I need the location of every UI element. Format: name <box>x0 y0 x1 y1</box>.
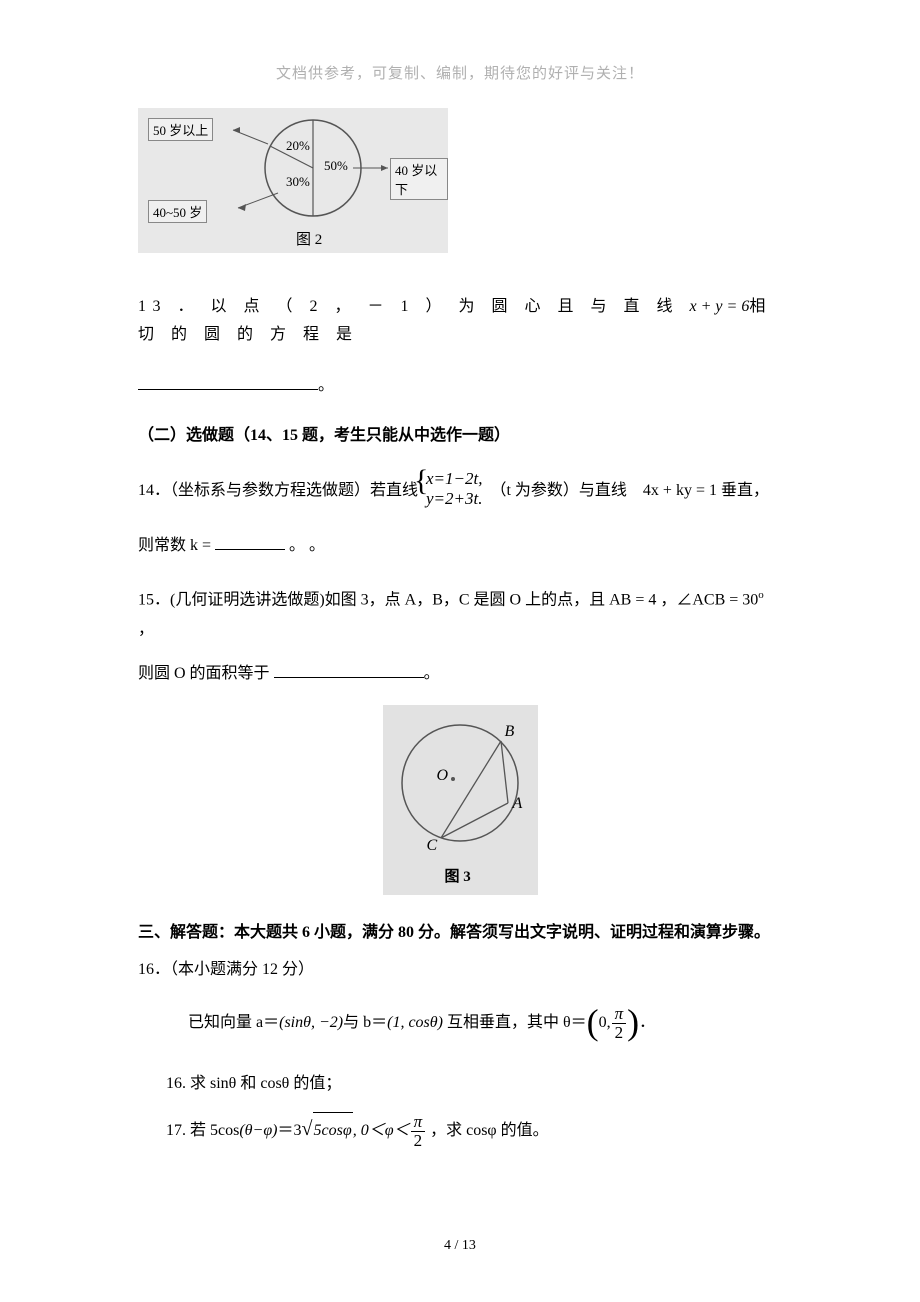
q16-sqrt: √5cosφ <box>302 1111 353 1149</box>
q13-blank <box>138 374 318 390</box>
page-number: 4 / 13 <box>0 1238 920 1254</box>
q16-sub2-num: 17. <box>166 1122 186 1139</box>
q13-line1: 13 ． 以 点 （ 2 ， － 1 ） 为 圆 心 且 与 直 线 x + y… <box>138 293 782 349</box>
q14-sys-row1: x=1−2t, <box>426 469 482 488</box>
q13-line2: 。 <box>138 371 782 395</box>
q13-prefix: 13 ． 以 点 （ 2 ， － 1 ） 为 圆 心 且 与 直 线 <box>138 298 679 315</box>
q15-period: 。 <box>424 665 440 682</box>
q16-vec-b: (1, cosθ) <box>387 1014 443 1031</box>
q14-prefix: 14．（坐标系与参数方程选做题）若直线 <box>138 482 418 499</box>
q16-given-prefix: 已知向量 a＝ <box>188 1014 279 1031</box>
fig2-label-40-50: 40~50 岁 <box>148 200 207 223</box>
q14-mid: （t 为参数）与直线 4x + ky = 1 垂直， <box>490 482 769 499</box>
q15-line2-prefix: 则圆 O 的面积等于 <box>138 665 270 682</box>
fig3-label-A: A <box>513 795 523 813</box>
q14-sys-row2: y=2+3t. <box>426 489 482 508</box>
q13-equation: x + y = 6 <box>690 298 750 315</box>
fig3-label-O: O <box>437 767 449 785</box>
fig2-label-50plus: 50 岁以上 <box>148 118 213 141</box>
q15-prefix: 15．(几何证明选讲选做题)如图 3，点 A，B，C 是圆 O 上的点，且 AB… <box>138 591 758 608</box>
q16-sub2-frac-den: 2 <box>411 1132 426 1150</box>
q16-interval-lo: 0, <box>599 1014 611 1031</box>
section-3-title: 三、解答题：本大题共 6 小题，满分 80 分。解答须写出文字说明、证明过程和演… <box>138 921 782 945</box>
q16-given-mid1: 与 b＝ <box>343 1014 387 1031</box>
figure-3: O B A C 图 3 <box>383 705 538 895</box>
q15-comma: ， <box>138 621 154 638</box>
q16-sub2-end: ，求 cosφ 的值。 <box>426 1122 549 1139</box>
q14-blank <box>215 534 285 550</box>
page-content: 50 岁以上 40~50 岁 40 岁以下 20% 30% 50% 图 2 13… <box>138 108 782 1150</box>
q16-sub2-mid: , 0＜φ＜ <box>353 1122 410 1139</box>
q16-sub1-text: 求 sinθ 和 cosθ 的值； <box>186 1075 341 1092</box>
fig2-pct-50: 50% <box>324 158 348 174</box>
q16-frac-pi2: π2 <box>612 1005 627 1042</box>
q16-sub2-frac: π2 <box>411 1113 426 1150</box>
q14-period: 。 。 <box>289 537 325 554</box>
q16-vec-a: (sinθ, −2) <box>279 1014 343 1031</box>
fig2-pct-30: 30% <box>286 174 310 190</box>
question-14: 14．（坐标系与参数方程选做题）若直线 { x=1−2t, y=2+3t. （t… <box>138 469 782 560</box>
fig2-label-under40: 40 岁以下 <box>390 158 448 200</box>
fig3-label-C: C <box>427 837 438 855</box>
q16-sub2-prefix: 若 5cos <box>186 1122 239 1139</box>
q16-given-end: ． <box>639 1014 655 1031</box>
q15-line1: 15．(几何证明选讲选做题)如图 3，点 A，B，C 是圆 O 上的点，且 AB… <box>138 580 782 645</box>
q16-sub1: 16. 求 sinθ 和 cosθ 的值； <box>166 1069 782 1093</box>
q16-sub2-frac-num: π <box>411 1113 426 1132</box>
q16-head: 16．（本小题满分 12 分） <box>138 955 782 979</box>
q16-given: 已知向量 a＝(sinθ, −2)与 b＝(1, cosθ) 互相垂直，其中 θ… <box>188 1003 782 1043</box>
q14-line2: 则常数 k = 。 。 <box>138 532 782 560</box>
q16-frac-num: π <box>612 1005 627 1024</box>
fig3-label-B: B <box>505 723 515 741</box>
section-2-title: （二）选做题（14、15 题，考生只能从中选作一题） <box>138 421 782 445</box>
q15-degree: o <box>758 589 764 601</box>
q15-blank <box>274 662 424 678</box>
q15-line2: 则圆 O 的面积等于 。 <box>138 659 782 689</box>
q16-sub2-arg: (θ−φ) <box>239 1122 277 1139</box>
q16-given-mid2: 互相垂直，其中 θ＝ <box>443 1014 587 1031</box>
figure-2: 50 岁以上 40~50 岁 40 岁以下 20% 30% 50% 图 2 <box>138 108 448 253</box>
question-15: 15．(几何证明选讲选做题)如图 3，点 A，B，C 是圆 O 上的点，且 AB… <box>138 580 782 689</box>
q16-sub2-eq: ＝3 <box>278 1122 302 1139</box>
fig3-caption: 图 3 <box>445 865 471 886</box>
q14-line1: 14．（坐标系与参数方程选做题）若直线 { x=1−2t, y=2+3t. （t… <box>138 469 782 514</box>
q16-frac-den: 2 <box>612 1024 627 1042</box>
fig2-pct-20: 20% <box>286 138 310 154</box>
q16-sqrt-content: 5cosφ <box>313 1112 353 1149</box>
q13-period: 。 <box>318 377 334 394</box>
q16-sub1-num: 16. <box>166 1075 186 1092</box>
q14-line2-prefix: 则常数 k = <box>138 537 211 554</box>
header-note: 文档供参考，可复制、编制，期待您的好评与关注！ <box>0 62 920 83</box>
question-13: 13 ． 以 点 （ 2 ， － 1 ） 为 圆 心 且 与 直 线 x + y… <box>138 293 782 395</box>
q14-param-system: { x=1−2t, y=2+3t. <box>426 469 482 514</box>
q16-sub2: 17. 若 5cos(θ−φ)＝3√5cosφ, 0＜φ＜π2 ，求 cosφ … <box>166 1111 782 1150</box>
fig2-caption: 图 2 <box>296 228 322 249</box>
